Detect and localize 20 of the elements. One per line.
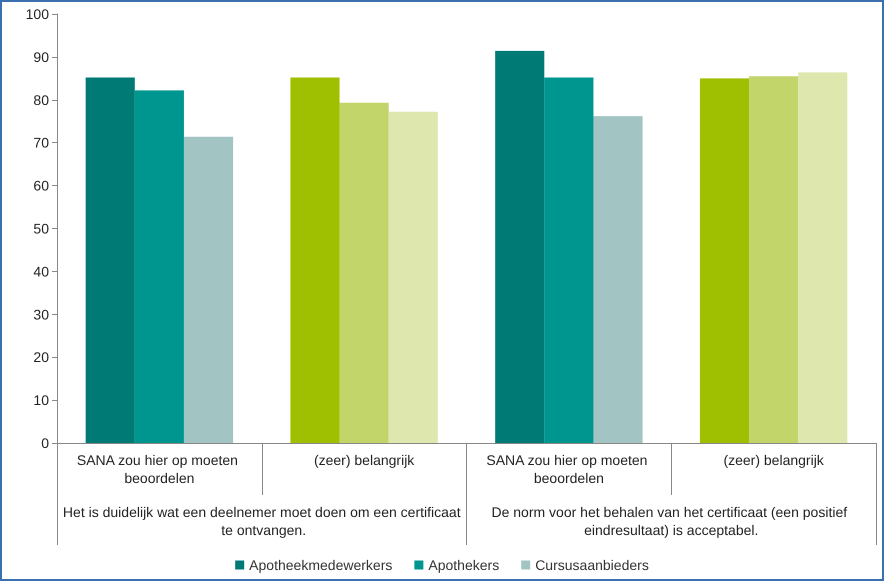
x-tick-label: SANA zou hier op moeten beoordelen [76, 452, 242, 486]
y-tick-label: 80 [33, 92, 50, 108]
y-tick-label: 20 [33, 349, 50, 366]
legend-label: Cursusaanbieders [535, 557, 649, 573]
y-tick-label: 40 [33, 263, 50, 280]
y-tick-label: 30 [33, 306, 50, 322]
text: De norm voor het behalen van het certificaat (een positief eindresultaat) is acceptabel. [491, 504, 852, 538]
x-tick-label: (zeer) belangrijk [314, 452, 416, 468]
legend-label: Apothekers [428, 557, 500, 573]
y-tick-label: 10 [33, 392, 50, 408]
y-tick-label: 0 [41, 435, 50, 451]
x-tick-label: (zeer) belangrijk [723, 452, 825, 468]
y-tick-label: 50 [33, 220, 50, 236]
y-tick-label: 90 [33, 48, 50, 65]
text: Het is duidelijk wat een deelnemer moet doen om een certificaat te ontvangen. [62, 504, 461, 538]
x-tick-label: SANA zou hier op moeten beoordelen [486, 452, 652, 486]
y-tick-label: 60 [33, 178, 50, 194]
legend-label: Apotheekmedewerkers [249, 557, 392, 573]
y-tick-label: 70 [33, 134, 50, 151]
y-tick-label: 100 [26, 6, 50, 22]
